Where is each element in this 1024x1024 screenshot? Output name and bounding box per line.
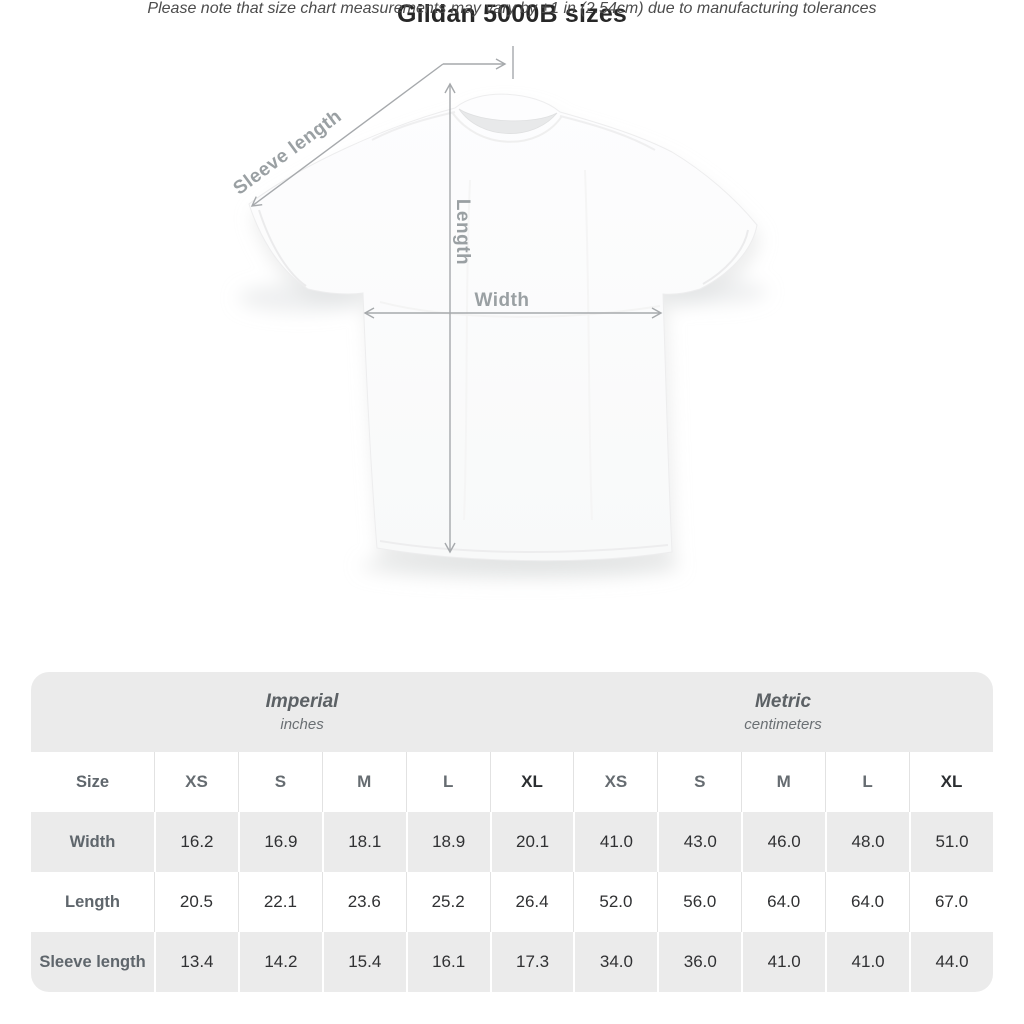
imperial-title: Imperial: [265, 691, 339, 712]
measurement-value: 18.9: [405, 812, 490, 872]
imperial-section-header: Imperial inches: [31, 672, 573, 752]
size-column-header: XS: [573, 752, 657, 812]
measurement-value: 15.4: [321, 932, 406, 992]
size-header-row: Size XS S M L XL XS S M L XL: [31, 752, 993, 812]
measurement-value: 48.0: [825, 812, 909, 872]
size-chart-table: Imperial inches Metric centimeters Size …: [31, 672, 993, 992]
size-column-header: XS: [154, 752, 238, 812]
measurement-arrows: [250, 46, 663, 554]
table-row: Sleeve length 13.4 14.2 15.4 16.1 17.3 34.0 36.…: [31, 932, 993, 992]
size-column-header: M: [321, 752, 406, 812]
size-column-header: M: [741, 752, 825, 812]
measurement-value: 44.0: [909, 932, 993, 992]
measurement-value: 41.0: [741, 932, 825, 992]
measurement-value: 26.4: [489, 872, 574, 932]
disclaimer-note: Please note that size chart measurements…: [147, 0, 877, 17]
measurement-value: 41.0: [573, 812, 657, 872]
metric-section-header: Metric centimeters: [573, 672, 993, 752]
length-label: Length: [452, 199, 473, 265]
tshirt-silhouette: [248, 93, 758, 562]
measurement-value: 51.0: [909, 812, 993, 872]
row-label: Length: [65, 892, 121, 911]
size-column-header: XL: [489, 752, 574, 812]
measurement-value: 14.2: [237, 932, 322, 992]
measurement-value: 34.0: [573, 932, 657, 992]
row-label: Sleeve length: [39, 952, 146, 971]
measurement-value: 16.9: [237, 812, 322, 872]
measurement-value: 43.0: [657, 812, 741, 872]
measurement-value: 17.3: [489, 932, 574, 992]
measurement-value: 23.6: [321, 872, 406, 932]
measurement-value: 20.1: [489, 812, 574, 872]
measurement-value: 56.0: [657, 872, 741, 932]
tshirt-measurement-diagram: Sleeve length Length Width: [230, 46, 767, 579]
table-body: Width 16.2 16.9 18.1 18.9 20.1 41.0 43.0 46.0 48.…: [31, 812, 993, 992]
measurement-value: 16.2: [154, 812, 238, 872]
size-corner-label: Size: [76, 772, 110, 791]
sleeve-length-arrow: [250, 63, 444, 207]
measurement-value: 64.0: [741, 872, 825, 932]
table-row: Length 20.5 22.1 23.6 25.2 26.4 52.0 56.0 64.0 64…: [31, 872, 993, 932]
units-header-band: Imperial inches Metric centimeters: [31, 672, 993, 752]
size-column-header: L: [405, 752, 490, 812]
size-column-header: XL: [909, 752, 993, 812]
measurement-value: 36.0: [657, 932, 741, 992]
metric-unit: centimeters: [744, 716, 822, 733]
measurement-value: 22.1: [237, 872, 322, 932]
measurement-value: 13.4: [154, 932, 238, 992]
metric-title: Metric: [755, 691, 812, 712]
measurement-value: 16.1: [405, 932, 490, 992]
table-row: Width 16.2 16.9 18.1 18.9 20.1 41.0 43.0 46.0 48.…: [31, 812, 993, 872]
size-column-header: S: [657, 752, 741, 812]
page-title: Gildan 5000B sizes: [396, 0, 628, 28]
measurement-value: 46.0: [741, 812, 825, 872]
width-label: Width: [474, 290, 529, 311]
imperial-unit: inches: [280, 716, 324, 733]
size-column-header: S: [237, 752, 322, 812]
collar: [458, 108, 558, 134]
row-label: Width: [69, 832, 116, 851]
measurement-value: 18.1: [321, 812, 406, 872]
measurement-value: 25.2: [405, 872, 490, 932]
measurement-value: 67.0: [909, 872, 993, 932]
measurement-value: 52.0: [573, 872, 657, 932]
size-column-header: L: [825, 752, 909, 812]
measurement-value: 20.5: [154, 872, 238, 932]
measurement-value: 64.0: [825, 872, 909, 932]
measurement-value: 41.0: [825, 932, 909, 992]
